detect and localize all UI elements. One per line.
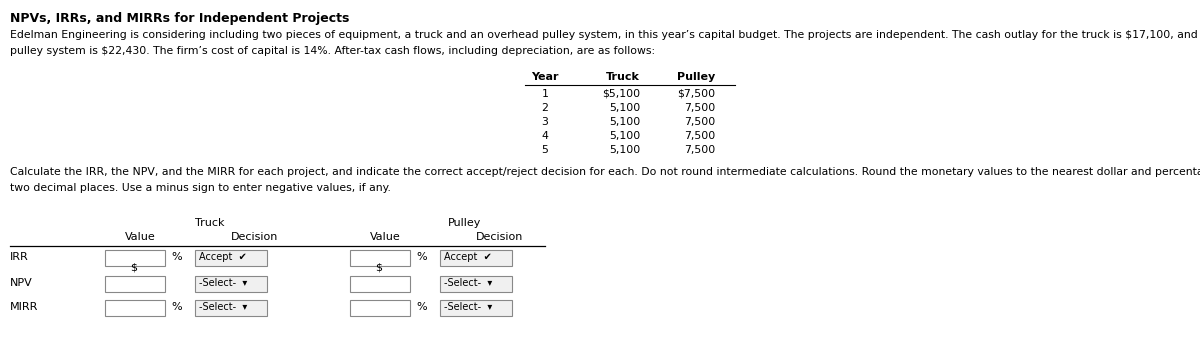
Bar	[194, 250, 266, 266]
Text: 3: 3	[541, 117, 548, 127]
Bar	[106, 276, 166, 292]
Text: Accept  ✔: Accept ✔	[444, 252, 492, 262]
Text: Accept  ✔: Accept ✔	[199, 252, 247, 262]
Text: Value: Value	[370, 232, 401, 242]
Text: Edelman Engineering is considering including two pieces of equipment, a truck an: Edelman Engineering is considering inclu…	[10, 30, 1200, 40]
Text: -Select-  ▾: -Select- ▾	[444, 278, 492, 288]
Bar	[106, 250, 166, 266]
Text: %: %	[172, 252, 181, 262]
Bar	[440, 300, 512, 316]
Text: MIRR: MIRR	[10, 302, 38, 312]
Bar	[350, 300, 410, 316]
Bar	[106, 300, 166, 316]
Text: two decimal places. Use a minus sign to enter negative values, if any.: two decimal places. Use a minus sign to …	[10, 183, 391, 193]
Text: $7,500: $7,500	[677, 89, 715, 99]
Bar	[194, 276, 266, 292]
Text: %: %	[172, 302, 181, 312]
Text: 5: 5	[541, 145, 548, 155]
Text: 5,100: 5,100	[608, 145, 640, 155]
Text: 7,500: 7,500	[684, 145, 715, 155]
Text: Pulley: Pulley	[449, 218, 481, 228]
Text: NPVs, IRRs, and MIRRs for Independent Projects: NPVs, IRRs, and MIRRs for Independent Pr…	[10, 12, 349, 25]
Text: 2: 2	[541, 103, 548, 113]
Text: Decision: Decision	[476, 232, 523, 242]
Text: $5,100: $5,100	[602, 89, 640, 99]
Bar	[194, 300, 266, 316]
Text: $: $	[130, 263, 137, 273]
Text: 5,100: 5,100	[608, 131, 640, 141]
Text: 7,500: 7,500	[684, 103, 715, 113]
Bar	[440, 276, 512, 292]
Text: Calculate the IRR, the NPV, and the MIRR for each project, and indicate the corr: Calculate the IRR, the NPV, and the MIRR…	[10, 167, 1200, 177]
Text: 4: 4	[541, 131, 548, 141]
Text: Truck: Truck	[606, 72, 640, 82]
Text: Pulley: Pulley	[677, 72, 715, 82]
Text: 7,500: 7,500	[684, 131, 715, 141]
Text: pulley system is $22,430. The firm’s cost of capital is 14%. After-tax cash flow: pulley system is $22,430. The firm’s cos…	[10, 46, 655, 56]
Text: 1: 1	[541, 89, 548, 99]
Text: 7,500: 7,500	[684, 117, 715, 127]
Text: Decision: Decision	[232, 232, 278, 242]
Text: $: $	[374, 263, 382, 273]
Text: -Select-  ▾: -Select- ▾	[444, 302, 492, 312]
Text: Truck: Truck	[196, 218, 224, 228]
Text: %: %	[416, 252, 427, 262]
Text: Year: Year	[532, 72, 559, 82]
Text: IRR: IRR	[10, 252, 29, 262]
Bar	[350, 276, 410, 292]
Text: -Select-  ▾: -Select- ▾	[199, 302, 247, 312]
Text: NPV: NPV	[10, 278, 32, 288]
Bar	[440, 250, 512, 266]
Text: %: %	[416, 302, 427, 312]
Text: 5,100: 5,100	[608, 103, 640, 113]
Text: -Select-  ▾: -Select- ▾	[199, 278, 247, 288]
Bar	[350, 250, 410, 266]
Text: Value: Value	[125, 232, 155, 242]
Text: 5,100: 5,100	[608, 117, 640, 127]
